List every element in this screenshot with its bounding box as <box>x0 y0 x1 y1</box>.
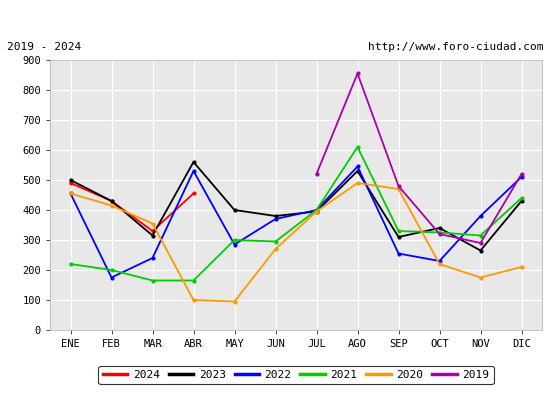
Text: Evolucion Nº Turistas Nacionales en el municipio de La Roca de la Sierra: Evolucion Nº Turistas Nacionales en el m… <box>35 11 515 24</box>
Text: 2019 - 2024: 2019 - 2024 <box>7 42 81 52</box>
Text: http://www.foro-ciudad.com: http://www.foro-ciudad.com <box>368 42 543 52</box>
Legend: 2024, 2023, 2022, 2021, 2020, 2019: 2024, 2023, 2022, 2021, 2020, 2019 <box>98 366 494 384</box>
